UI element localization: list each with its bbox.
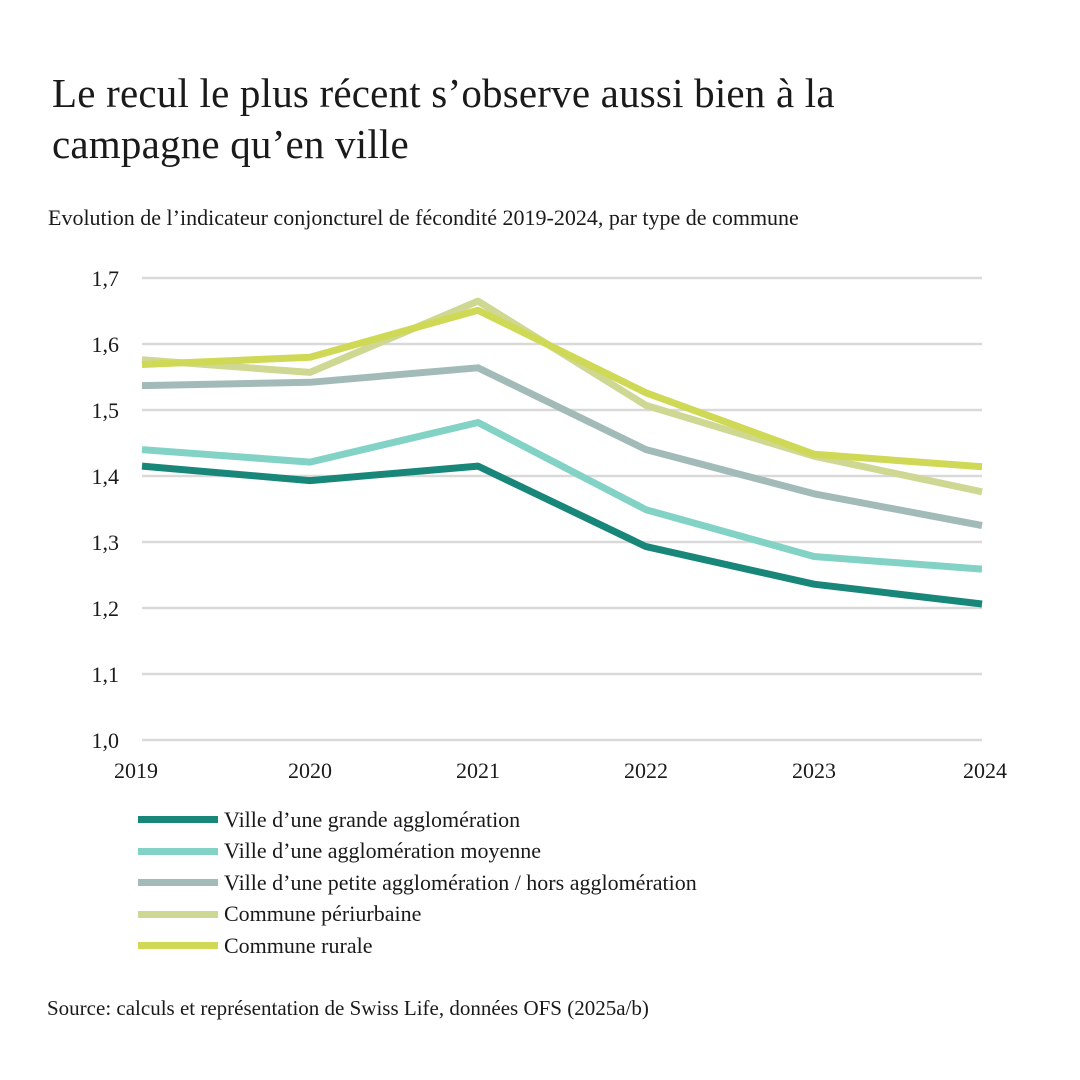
legend-item: Ville d’une petite agglomération / hors … xyxy=(138,867,697,899)
y-tick-label: 1,1 xyxy=(92,662,120,687)
y-tick-label: 1,0 xyxy=(92,728,120,753)
legend-label: Ville d’une agglomération moyenne xyxy=(224,838,541,864)
legend-item: Ville d’une agglomération moyenne xyxy=(138,836,697,868)
fertility-line-chart: 1,0 1,1 1,2 1,3 1,4 1,5 1,6 1,7 2019 2020 2021 202… xyxy=(92,266,1008,783)
series-line-3 xyxy=(141,364,983,529)
y-tick-label: 1,5 xyxy=(92,398,120,423)
y-tick-label: 1,7 xyxy=(92,266,120,291)
legend-swatch xyxy=(138,942,218,950)
x-tick-label: 2019 xyxy=(114,758,158,783)
legend-label: Ville d’une petite agglomération / hors … xyxy=(224,869,697,895)
y-tick-label: 1,3 xyxy=(92,530,120,555)
legend-item: Ville d’une grande agglomération xyxy=(138,804,697,836)
legend-swatch xyxy=(138,879,218,887)
legend-swatch xyxy=(138,816,218,824)
chart-subtitle: Evolution de l’indicateur conjoncturel d… xyxy=(48,205,799,230)
legend-label: Ville d’une grande agglomération xyxy=(224,806,521,832)
legend-item: Commune rurale xyxy=(138,930,697,962)
legend-item: Commune périurbaine xyxy=(138,899,697,931)
series-line-5 xyxy=(141,306,983,471)
legend-swatch xyxy=(138,847,218,855)
series-line-1 xyxy=(141,462,983,608)
chart-title: Le recul le plus récent s’observe aussi … xyxy=(52,70,835,167)
chart-legend: Ville d’une grande agglomération Ville d’… xyxy=(138,804,697,962)
y-tick-label: 1,4 xyxy=(92,464,120,489)
x-tick-label: 2021 xyxy=(456,758,500,783)
legend-label: Commune rurale xyxy=(224,932,373,958)
legend-label: Commune périurbaine xyxy=(224,901,422,927)
series-line-2 xyxy=(141,419,983,573)
legend-swatch xyxy=(138,910,218,918)
y-tick-label: 1,6 xyxy=(92,332,120,357)
x-tick-label: 2024 xyxy=(963,758,1007,783)
y-tick-label: 1,2 xyxy=(92,596,120,621)
x-tick-label: 2022 xyxy=(624,758,668,783)
x-tick-label: 2023 xyxy=(792,758,836,783)
x-tick-label: 2020 xyxy=(288,758,332,783)
source-note: Source: calculs et représentation de Swi… xyxy=(47,996,649,1020)
